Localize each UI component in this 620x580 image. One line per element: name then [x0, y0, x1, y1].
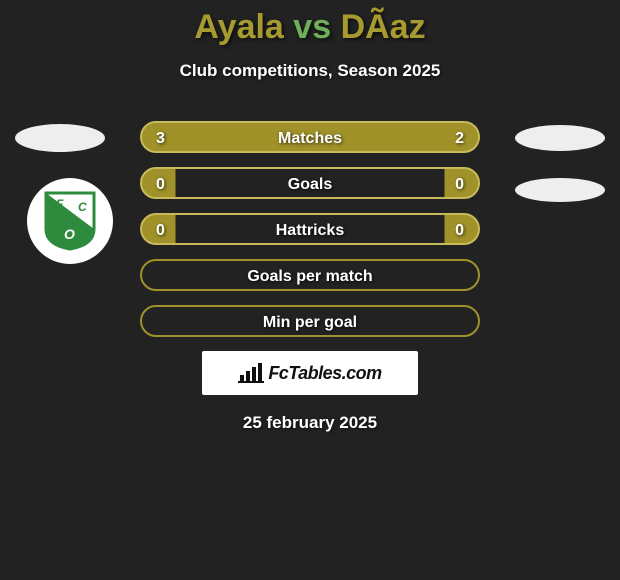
svg-text:C: C: [78, 200, 87, 214]
svg-text:F: F: [56, 197, 64, 211]
stat-right-value: 0: [455, 169, 464, 197]
date-label: 25 february 2025: [0, 413, 620, 433]
title-player2: DÃaz: [341, 8, 426, 46]
stat-row: Matches3 2: [140, 121, 480, 153]
stat-left-value: 3: [156, 123, 165, 151]
stat-row: Hattricks0 0: [140, 213, 480, 245]
stat-label: Hattricks: [142, 215, 478, 243]
stat-row: Goals per match: [140, 259, 480, 291]
stat-label: Goals: [142, 169, 478, 197]
player2-avatar-placeholder: [515, 125, 605, 151]
player1-club-crest: F C O: [27, 178, 113, 264]
stat-row: Goals0 0: [140, 167, 480, 199]
stat-left-value: 0: [156, 169, 165, 197]
stat-right-value: 0: [455, 215, 464, 243]
brand-badge: FcTables.com: [202, 351, 418, 395]
brand-text: FcTables.com: [268, 363, 381, 384]
player2-club-placeholder: [515, 178, 605, 202]
stat-right-value: 2: [455, 123, 464, 151]
stat-label: Min per goal: [142, 307, 478, 335]
page-title: Ayala vs DÃaz: [0, 0, 620, 47]
stat-row: Min per goal: [140, 305, 480, 337]
bar-chart-icon: [238, 363, 264, 383]
stat-left-value: 0: [156, 215, 165, 243]
player1-avatar-placeholder: [15, 124, 105, 152]
title-vs: vs: [293, 8, 331, 46]
title-player1: Ayala: [194, 8, 283, 46]
svg-text:O: O: [64, 226, 75, 242]
stat-label: Matches: [142, 123, 478, 151]
stat-label: Goals per match: [142, 261, 478, 289]
subtitle: Club competitions, Season 2025: [0, 61, 620, 81]
club-crest-icon: F C O: [44, 191, 96, 251]
